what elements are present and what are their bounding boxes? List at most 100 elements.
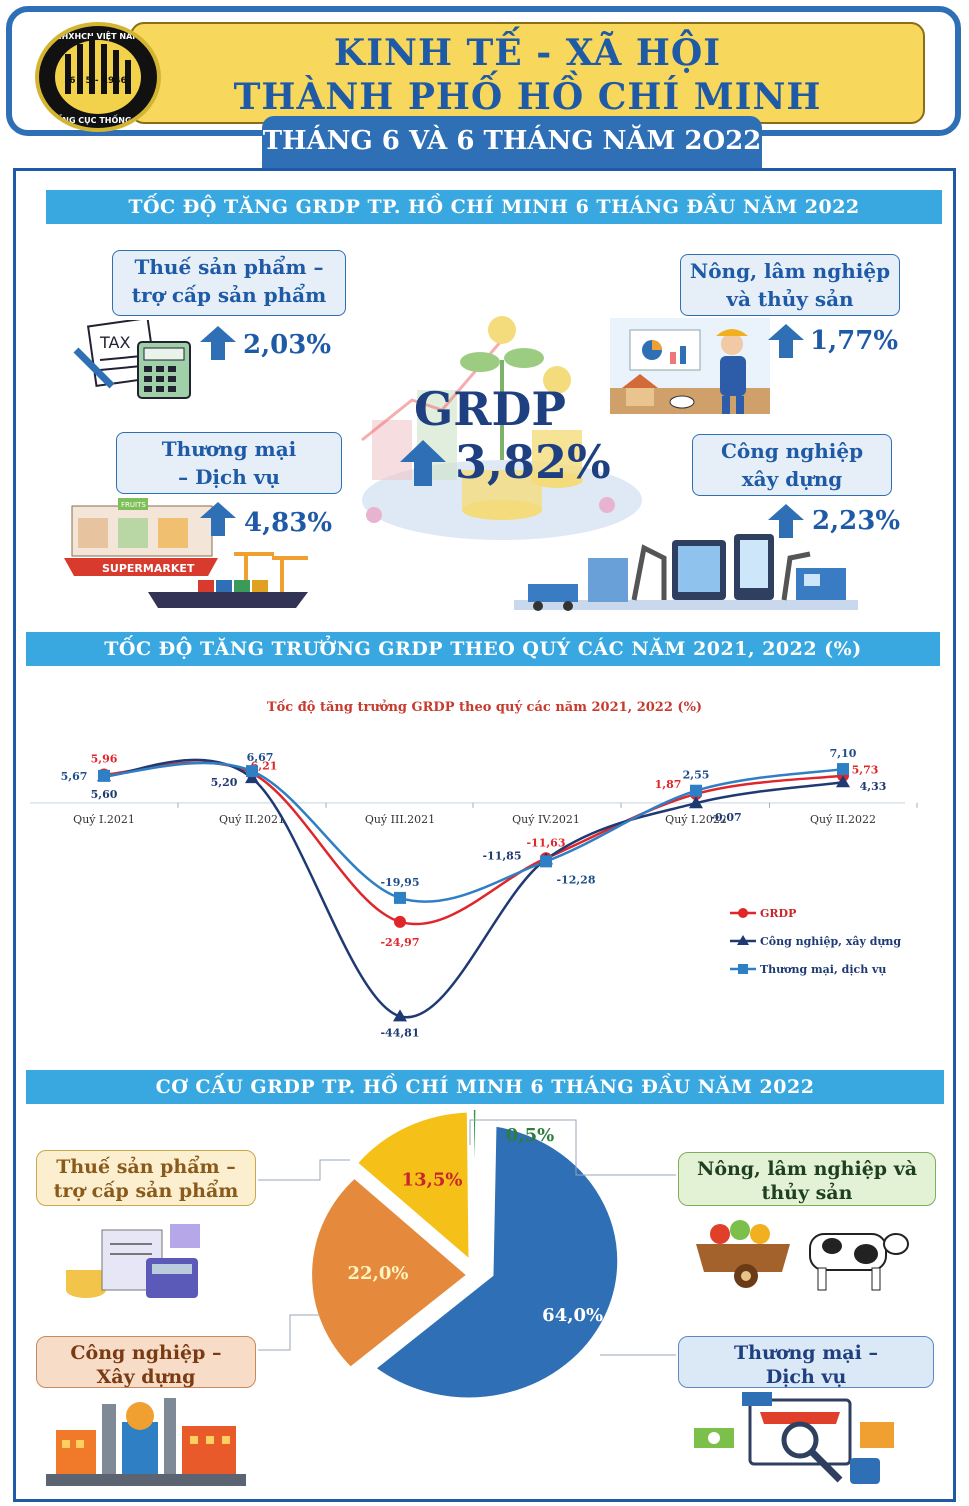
seal-date: 6 - 5 - 1946 [69,76,127,86]
x-tick-label: Quý I.2022 [665,813,727,826]
data-label: 4,33 [860,780,887,793]
industry-label-line2: xây dựng [741,467,843,491]
legend-marker [738,964,748,974]
agri-connector [469,1119,676,1176]
series-line-cong-nghiep-xay-dung [103,758,844,1019]
trade-structure-line1: Thương mại – [734,1342,878,1364]
legend-marker [737,935,749,945]
agri-label-box: Nông, lâm nghiệp và thủy sản [680,254,900,316]
agri-label-line2: và thủy sản [726,287,854,311]
tax-label-line1: Thuế sản phẩm – [134,255,324,279]
trade-label-line2: – Dịch vụ [178,465,280,489]
data-label: 1,87 [655,778,682,791]
seal-top-text: CHXHCN VIỆT NAM [55,32,141,41]
trade-label-box: Thương mại – Dịch vụ [116,432,342,494]
industry-point [836,775,850,788]
line-chart-title: Tốc độ tăng trưởng GRDP theo quý các năm… [266,700,703,715]
x-tick-label: Quý I.2021 [73,813,135,826]
data-label: -19,95 [380,876,419,889]
supermarket-port-icon: FRUITS SUPERMARKET [58,496,328,614]
pie-value-label: 22,0% [348,1263,409,1284]
title-line-2: THÀNH PHỐ HỒ CHÍ MINH [233,76,822,118]
industry-structure-label: Công nghiệp – Xây dựng [36,1336,256,1388]
title-line-1: KINH TẾ - XÃ HỘI [333,32,722,74]
agri-structure-label: Nông, lâm nghiệp và thủy sản [678,1152,936,1206]
service-slice [372,1123,621,1401]
tax-label-line2: trợ cấp sản phẩm [131,283,327,307]
pie-value-label: 64,0% [542,1305,603,1326]
industry-label-box: Công nghiệp xây dựng [692,434,892,496]
grdp-structure-pie-chart: 64,0% 22,0% 13,5% 0,5% [258,1110,676,1401]
data-label: 5,96 [91,752,118,765]
service-point [98,769,110,782]
industry-growth-value: 2,23% [812,506,901,536]
legend-label: Thương mại, dịch vụ [760,963,886,976]
subtitle: THÁNG 6 VÀ 6 THÁNG NĂM 2O22 [262,126,762,156]
agri-growth-value: 1,77% [810,326,899,356]
trade-structure-label: Thương mại – Dịch vụ [678,1336,934,1388]
x-tick-label: Quý II.2021 [219,813,285,826]
data-label: 7,10 [830,747,857,760]
trade-up-arrow-icon [200,502,236,536]
service-point [394,891,406,904]
legend-label: GRDP [760,907,796,920]
data-label: 5,73 [852,764,879,777]
industry-structure-line1: Công nghiệp – [70,1342,222,1364]
header-banner [130,22,925,124]
series-line-grdp [103,761,844,926]
legend-label: Công nghiệp, xây dựng [760,935,901,948]
ecommerce-icon [690,1392,904,1488]
section2-title: TỐC ĐỘ TĂNG TRƯỞNG GRDP THEO QUÝ CÁC NĂM… [26,632,940,666]
industry-slice [309,1175,471,1371]
tax-structure-line2: trợ cấp sản phẩm [53,1180,239,1202]
gso-seal-logo: CHXHCN VIỆT NAM 6 - 5 - 1946 TỔNG CỤC TH… [35,22,161,132]
quarterly-growth-line-chart: Quý I.2021 Quý II.2021 Quý III.2021 Quý IV.… [30,747,918,1039]
seal-bottom-text: TỔNG CỤC THỐNG KÊ [50,116,146,125]
tax-growth-value: 2,03% [243,330,332,360]
industry-point [393,1009,407,1022]
section1-title: TỐC ĐỘ TĂNG GRDP TP. HỒ CHÍ MINH 6 THÁNG… [46,190,942,224]
industry-label-line1: Công nghiệp [720,439,864,463]
trade-growth-value: 4,83% [244,508,333,538]
pie-value-label: 13,5% [402,1169,463,1190]
agri-label-line1: Nông, lâm nghiệp [689,259,891,283]
industrial-plant-icon [46,1390,246,1486]
data-label: -24,97 [380,936,419,949]
data-label: 5,20 [211,776,238,789]
tax-structure-label: Thuế sản phẩm – trợ cấp sản phẩm [36,1150,256,1206]
factory-icon [514,528,858,616]
service-point [690,784,702,797]
industry-connector [258,1314,320,1351]
service-point [540,855,552,868]
data-label: 6,67 [247,751,274,764]
supermarket-sign-text: SUPERMARKET [102,562,195,575]
tax-slice [354,1110,472,1265]
x-tick-label: Quý II.2022 [810,813,876,826]
data-label: -44,81 [380,1026,419,1039]
industry-point [245,771,259,784]
grdp-point [394,915,406,928]
trade-structure-line2: Dịch vụ [765,1366,847,1388]
farmer-icon [610,318,770,414]
data-label: 2,55 [683,769,710,782]
subtitle-tab [262,116,762,168]
legend-marker [738,908,748,918]
tax-structure-line1: Thuế sản phẩm – [56,1156,236,1178]
data-label: -0,07 [710,811,741,824]
section3-title: CƠ CẤU GRDP TP. HỒ CHÍ MINH 6 THÁNG ĐẦU … [26,1070,944,1104]
tax-up-arrow-icon [200,326,236,360]
data-label: -11,63 [526,836,565,849]
agri-slice [470,1110,479,1256]
x-tick-label: Quý IV.2021 [512,813,580,826]
grdp-up-arrow-icon [400,440,446,486]
pie-value-label: 0,5% [506,1125,554,1146]
data-label: 5,60 [91,788,118,801]
data-label: -12,28 [556,873,595,886]
service-point [246,765,258,778]
industry-up-arrow-icon [768,504,804,538]
tax-label-box: Thuế sản phẩm – trợ cấp sản phẩm [112,250,346,316]
x-tick-label: Quý III.2021 [365,813,435,826]
agri-up-arrow-icon [768,324,804,358]
trade-label-line1: Thương mại [161,437,297,461]
tax-connector [258,1159,350,1181]
